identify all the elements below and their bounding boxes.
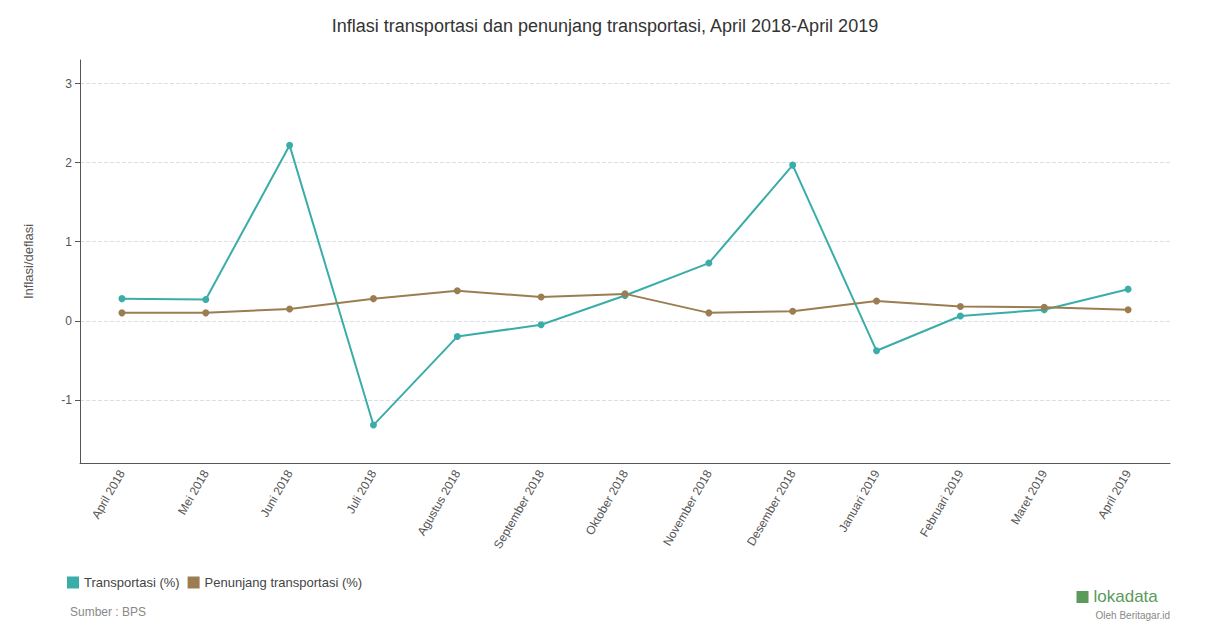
- svg-text:Juli 2018: Juli 2018: [343, 467, 379, 516]
- svg-text:September 2018: September 2018: [491, 467, 548, 551]
- svg-text:Desember 2018: Desember 2018: [744, 467, 799, 548]
- svg-text:April 2018: April 2018: [89, 467, 128, 521]
- svg-text:Oktober 2018: Oktober 2018: [583, 467, 632, 537]
- svg-text:Transportasi (%): Transportasi (%): [84, 575, 180, 590]
- svg-text:0: 0: [65, 314, 72, 328]
- svg-text:1: 1: [65, 235, 72, 249]
- svg-text:April 2019: April 2019: [1095, 467, 1134, 521]
- svg-text:Juni 2018: Juni 2018: [258, 467, 296, 519]
- svg-text:3: 3: [65, 77, 72, 91]
- svg-text:Januari 2019: Januari 2019: [836, 467, 883, 534]
- svg-text:Inflasi transportasi dan penun: Inflasi transportasi dan penunjang trans…: [332, 16, 878, 36]
- svg-text:Penunjang transportasi (%): Penunjang transportasi (%): [205, 575, 363, 590]
- svg-text:2: 2: [65, 156, 72, 170]
- svg-text:Inflasi/deflasi: Inflasi/deflasi: [21, 224, 36, 299]
- svg-text:Maret 2019: Maret 2019: [1008, 467, 1051, 527]
- svg-text:Februari 2019: Februari 2019: [917, 467, 967, 539]
- svg-text:-1: -1: [61, 393, 72, 407]
- svg-text:November 2018: November 2018: [660, 467, 715, 548]
- svg-text:Oleh Beritagar.id: Oleh Beritagar.id: [1096, 610, 1171, 621]
- svg-text:lokadata: lokadata: [1094, 587, 1159, 606]
- svg-text:Mei 2018: Mei 2018: [175, 467, 212, 517]
- svg-text:Sumber : BPS: Sumber : BPS: [70, 605, 146, 619]
- svg-text:Agustus 2018: Agustus 2018: [415, 467, 464, 538]
